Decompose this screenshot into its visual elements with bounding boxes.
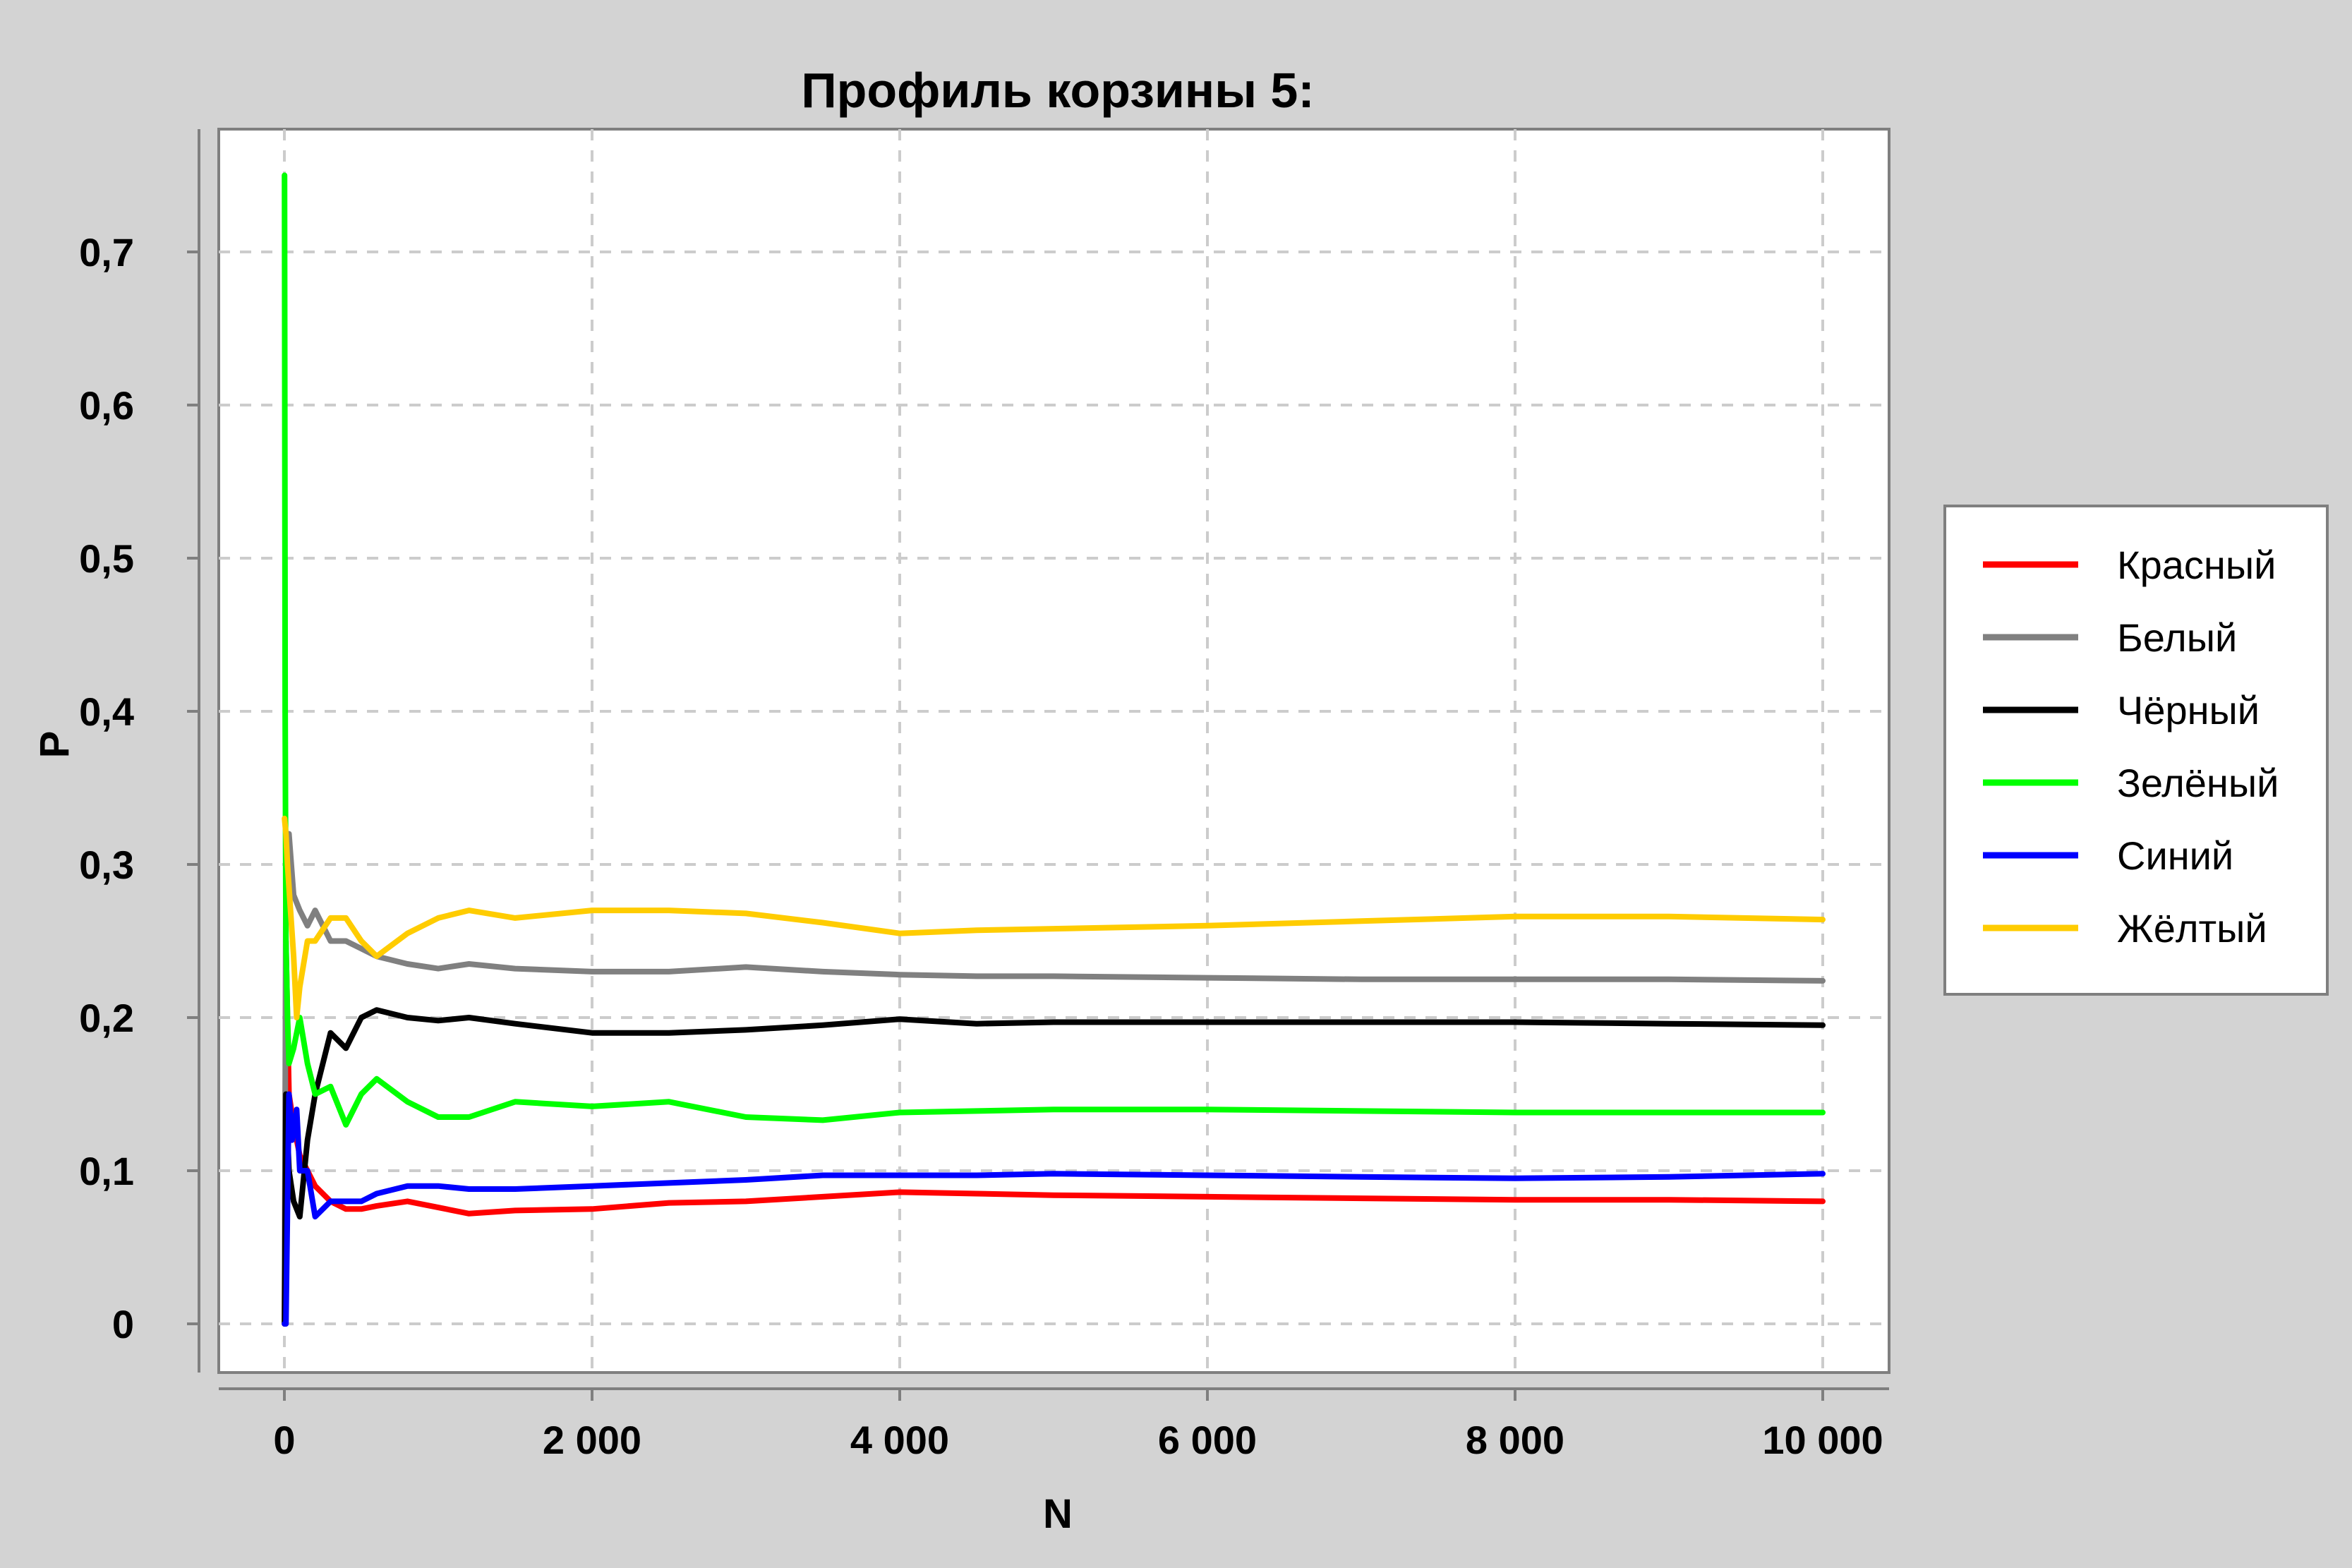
axes: 0 2 000 4 000 6 000 8 000 10 000 0 0,1 0,2 0,3 0,4… [79,129,1889,1462]
legend-label: Синий [2117,833,2233,878]
x-tick-label: 0 [273,1418,295,1462]
legend-box [1943,505,2329,996]
series-line [282,938,1826,1327]
plot-area [217,128,1890,1374]
y-tick-label: 0,3 [79,843,134,887]
y-tick-label: 0,2 [79,996,134,1040]
series-layer [282,172,1826,1327]
x-tick-label: 2 000 [543,1418,641,1462]
y-tick-label: 0,5 [79,536,134,581]
legend-label: Зелёный [2117,761,2279,805]
y-tick-label: 0,6 [79,383,134,428]
legend-label: Красный [2117,543,2276,587]
series-line [282,1091,1826,1327]
chart-title: Профиль корзины 5: [801,63,1314,118]
x-tick-label: 10 000 [1762,1418,1883,1462]
series-line [282,172,1826,1128]
legend-label: Чёрный [2117,688,2260,732]
x-tick-label: 8 000 [1466,1418,1564,1462]
x-tick-label: 4 000 [850,1418,949,1462]
x-tick-label: 6 000 [1158,1418,1257,1462]
series-line [282,815,1826,1020]
y-tick-label: 0 [112,1302,134,1346]
legend: Красный Белый Чёрный Зелёный Синий Жёлтый [1943,505,2329,996]
y-tick-label: 0,4 [79,689,134,734]
series-line [282,1007,1826,1327]
series-line [282,831,1826,1327]
x-axis-label: N [1043,1491,1073,1537]
legend-label: Жёлтый [2117,906,2267,951]
legend-label: Белый [2117,615,2237,660]
y-tick-label: 0,1 [79,1149,134,1193]
y-axis-label: P [32,731,78,759]
y-tick-label: 0,7 [79,230,134,275]
